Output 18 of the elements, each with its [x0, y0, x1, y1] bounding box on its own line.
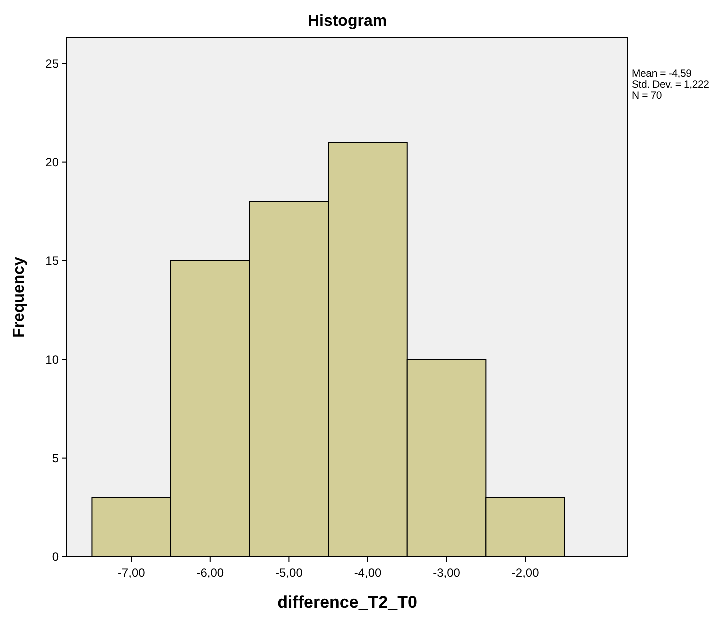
x-tick-label: -5,00 — [276, 566, 304, 580]
chart-title: Histogram — [308, 13, 388, 30]
y-tick-label: 5 — [52, 452, 60, 466]
x-tick-label: -3,00 — [433, 566, 461, 580]
x-axis-title: difference_T2_T0 — [278, 593, 418, 612]
x-tick-label: -7,00 — [118, 566, 146, 580]
y-tick-label: 15 — [46, 254, 60, 268]
x-tick-label: -6,00 — [196, 566, 224, 580]
text: N = 70 — [632, 90, 662, 102]
text: Mean = -4,59 — [632, 68, 692, 80]
text: Std. Dev. = 1,222 — [632, 79, 710, 91]
y-tick-label: 25 — [46, 56, 60, 71]
y-tick-label: 20 — [46, 156, 60, 170]
x-tick-label: -2,00 — [512, 566, 540, 580]
x-tick-label: -4,00 — [354, 566, 382, 580]
y-tick-label: 0 — [52, 550, 60, 564]
y-axis-title: Frequency — [11, 256, 28, 338]
y-tick-label: 10 — [46, 352, 60, 367]
